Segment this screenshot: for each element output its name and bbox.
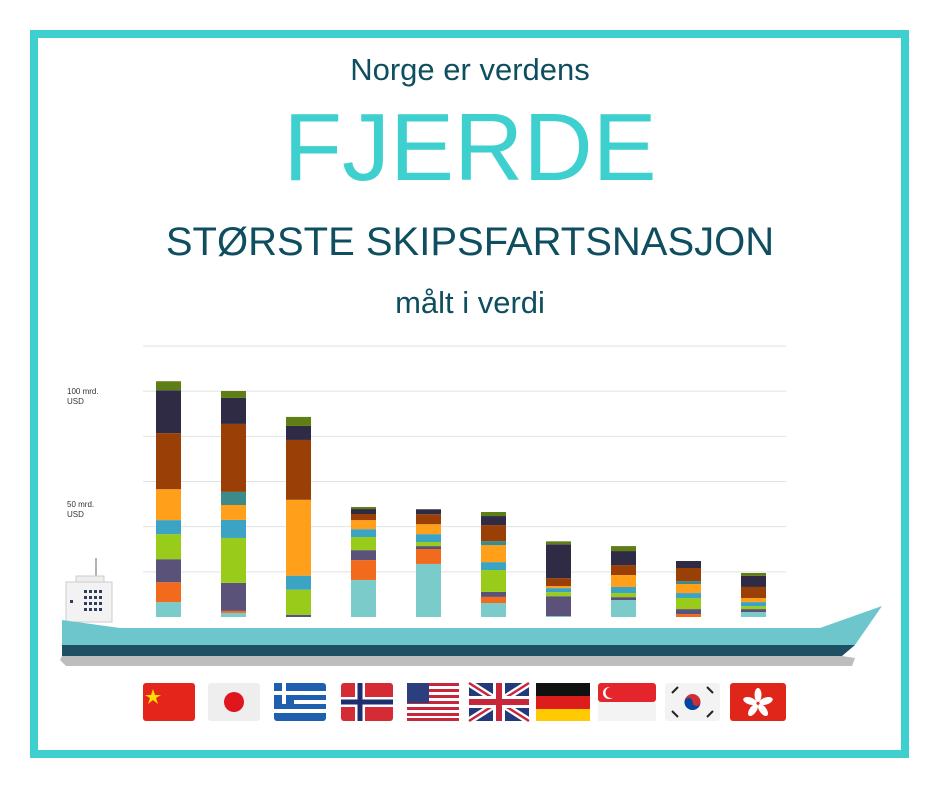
bar-segment bbox=[481, 596, 506, 603]
bar-segment bbox=[221, 504, 246, 520]
bar-segment bbox=[156, 489, 181, 521]
bar-segment bbox=[741, 606, 766, 610]
bar-segment bbox=[351, 537, 376, 551]
bar-segment bbox=[546, 541, 571, 545]
bar-segment bbox=[156, 433, 181, 490]
bar-segment bbox=[676, 598, 701, 610]
bar-segment bbox=[156, 582, 181, 603]
bar-segment bbox=[741, 609, 766, 613]
bar-segment bbox=[351, 514, 376, 521]
bar-segment bbox=[286, 499, 311, 576]
intro-text: Norge er verdens bbox=[350, 52, 590, 87]
bar-segment bbox=[221, 491, 246, 505]
bar-segment bbox=[156, 390, 181, 434]
bar-segment bbox=[481, 562, 506, 571]
bar-segment bbox=[481, 602, 506, 617]
bar-segment bbox=[546, 544, 571, 579]
bar-segment bbox=[481, 570, 506, 592]
bar-segment bbox=[611, 597, 636, 601]
bar-segment bbox=[221, 397, 246, 424]
frame bbox=[30, 30, 909, 758]
bar-segment bbox=[416, 542, 441, 547]
bar-segment bbox=[546, 592, 571, 597]
bar-segment bbox=[676, 609, 701, 615]
bar-segment bbox=[741, 612, 766, 617]
bar-segment bbox=[416, 546, 441, 550]
bar-segment bbox=[286, 416, 311, 426]
bar-segment bbox=[611, 551, 636, 566]
bar-segment bbox=[156, 602, 181, 617]
ship bbox=[60, 558, 882, 666]
bar-segment bbox=[611, 574, 636, 587]
bar-segment bbox=[416, 563, 441, 617]
bar-segment bbox=[676, 581, 701, 585]
bar-segment bbox=[611, 546, 636, 552]
bar-segment bbox=[546, 586, 571, 589]
bar-segment bbox=[741, 575, 766, 587]
bar-segment bbox=[611, 586, 636, 594]
subtitle: målt i verdi bbox=[395, 285, 545, 320]
bar-segment bbox=[416, 549, 441, 564]
bar-segment bbox=[286, 614, 311, 617]
y-tick-label: 100 mrd. USD bbox=[67, 387, 99, 407]
bar-segment bbox=[351, 579, 376, 617]
bar-segment bbox=[221, 612, 246, 617]
bar-segment bbox=[676, 584, 701, 594]
bar-segment bbox=[351, 520, 376, 530]
bar-segment bbox=[221, 582, 246, 611]
bar-segment bbox=[546, 596, 571, 617]
bar-segment bbox=[611, 600, 636, 617]
bar-segment bbox=[481, 545, 506, 563]
bar-segment bbox=[416, 509, 441, 515]
bar-segment bbox=[416, 524, 441, 535]
bar-segment bbox=[286, 589, 311, 615]
bar-segment bbox=[221, 423, 246, 492]
bar-segment bbox=[611, 593, 636, 598]
bar-segment bbox=[481, 525, 506, 542]
bar-segment bbox=[416, 534, 441, 543]
bar-segment bbox=[676, 567, 701, 582]
bar-segment bbox=[156, 559, 181, 583]
bar-segment bbox=[286, 439, 311, 500]
subheadline: STØRSTE SKIPSFARTSNASJON bbox=[165, 220, 775, 264]
bar-segment bbox=[156, 534, 181, 560]
bar-segment bbox=[286, 425, 311, 440]
bar-segment bbox=[741, 586, 766, 599]
bar-segment bbox=[221, 390, 246, 398]
bar-segment bbox=[676, 593, 701, 599]
bar-segment bbox=[481, 591, 506, 597]
bar-segment bbox=[351, 509, 376, 515]
flags bbox=[143, 680, 786, 724]
bar-segment bbox=[156, 520, 181, 535]
bar-segment bbox=[221, 610, 246, 613]
bar-segment bbox=[676, 560, 701, 568]
headline: FJERDE bbox=[283, 94, 657, 201]
bar-segment bbox=[221, 519, 246, 538]
bar-segment bbox=[741, 602, 766, 607]
bar-segment bbox=[611, 565, 636, 575]
bar-segment bbox=[351, 507, 376, 510]
bar-segment bbox=[481, 516, 506, 526]
bar-segment bbox=[546, 588, 571, 593]
bar-segment bbox=[741, 598, 766, 603]
bar-segment bbox=[546, 616, 571, 617]
bar-segment bbox=[546, 578, 571, 587]
bar-segment bbox=[286, 575, 311, 590]
bar-segment bbox=[481, 511, 506, 517]
bar-segment bbox=[481, 541, 506, 546]
bar-segment bbox=[351, 550, 376, 561]
y-tick-label: 50 mrd. USD bbox=[67, 500, 95, 520]
bar-segment bbox=[221, 537, 246, 583]
bar-segment bbox=[416, 514, 441, 525]
bar-segment bbox=[351, 529, 376, 538]
bar-segment bbox=[156, 381, 181, 391]
bar-segment bbox=[351, 560, 376, 580]
bar-segment bbox=[676, 614, 701, 617]
bar-segment bbox=[741, 572, 766, 576]
